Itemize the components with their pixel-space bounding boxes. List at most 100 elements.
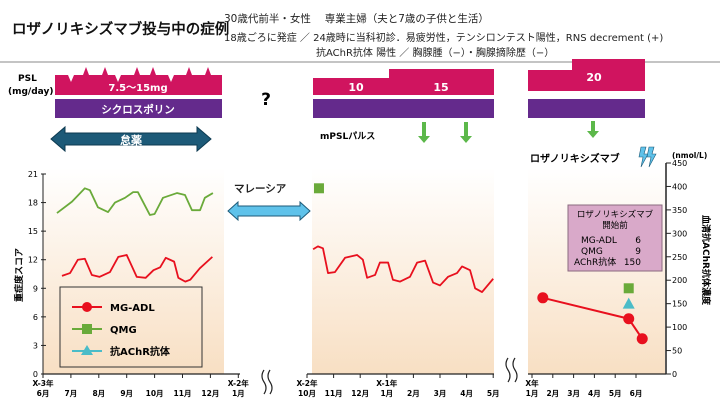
legend-square-icon <box>82 324 92 334</box>
x-tick-month: 4月 <box>588 389 601 398</box>
legend-label: 抗AChR抗体 <box>110 345 171 358</box>
x-tick-month: 2月 <box>407 389 420 398</box>
y-tick-label: 6 <box>33 313 38 322</box>
legend-label: MG-ADL <box>110 303 155 314</box>
y2-tick-label: 300 <box>672 229 687 238</box>
y2-tick-label: 350 <box>672 206 687 215</box>
legend: MG-ADL QMG 抗AChR抗体 <box>59 286 203 368</box>
x-tick-month: 10月 <box>146 389 164 398</box>
x-tick-month: 7月 <box>65 389 78 398</box>
rozanolixizumab-label: ロザノリキシズマブ <box>530 152 620 165</box>
info-value-qmg: 9 <box>635 247 641 257</box>
y2-tick-label: 150 <box>672 300 687 309</box>
psl-left-dose: 7.5〜15mg <box>108 83 167 94</box>
y-tick-label: 3 <box>33 341 38 350</box>
x-tick-month: 11月 <box>174 389 192 398</box>
nonadherence-label: 怠薬 <box>120 133 143 147</box>
x-tick-year: X年 <box>525 378 539 388</box>
page-title: ロザノリキシズマブ投与中の症例 <box>12 20 229 38</box>
cyclosporine-bar-middle <box>313 99 494 118</box>
series-line-mgadl <box>312 245 494 293</box>
x-tick-month: 9月 <box>120 389 133 398</box>
panel-middle-bg <box>312 168 494 374</box>
y-tick-label: 12 <box>28 256 38 265</box>
psl-bar-left <box>55 67 222 95</box>
y2-tick-label: 0 <box>672 370 677 379</box>
y2-tick-label: 250 <box>672 253 687 262</box>
info-box: ロザノリキシズマブ 開始前 MG-ADL 6 QMG 9 AChR抗体 150 <box>567 204 663 272</box>
series-line-mgadl <box>61 254 213 283</box>
patient-history: 18歳ごろに発症 ／ 24歳時に当科初診．易疲労性，テンシロンテスト陽性，RNS… <box>224 31 663 44</box>
legend-circle-icon <box>82 302 92 312</box>
y2-tick-label: 200 <box>672 276 687 285</box>
psl-right-dose: 20 <box>586 71 602 84</box>
psl-mid-dose-10: 10 <box>348 81 364 94</box>
qmg-point <box>623 283 634 294</box>
x-tick-month: 6月 <box>630 389 643 398</box>
cyclosporine-bar-right <box>528 99 645 118</box>
lightning-icon <box>638 146 657 168</box>
x-tick-month: 12月 <box>201 389 219 398</box>
cyclosporine-label: シクロスポリン <box>101 103 175 116</box>
down-arrow-icon <box>460 122 472 143</box>
x-tick-month: 2月 <box>546 389 559 398</box>
psl-bar-right <box>528 59 645 91</box>
axis-break-right-icon <box>505 357 518 383</box>
psl-unit: (mg/day) <box>8 87 53 97</box>
series-line-qmg <box>56 187 214 216</box>
patient-antibody-status: 抗AChR抗体 陽性 ／ 胸腺腫（−）・胸腺摘除歴（−） <box>316 46 554 59</box>
mpsl-pulse-label: mPSLパルス <box>320 130 375 142</box>
x-tick-month: 3月 <box>434 389 447 398</box>
cyclosporine-bar-left <box>55 99 222 118</box>
y2-tick-label: 400 <box>672 182 687 191</box>
x-tick-month: 5月 <box>487 389 500 398</box>
mgadl-point <box>537 292 549 304</box>
malaysia-label: マレーシア <box>234 183 287 195</box>
qmg-point <box>313 183 324 194</box>
info-value-achr: 150 <box>624 258 641 268</box>
info-title-1: ロザノリキシズマブ <box>577 209 654 220</box>
psl-mid-dose-15: 15 <box>433 81 448 94</box>
x-tick-month: 6月 <box>37 389 50 398</box>
x-tick-month: 5月 <box>609 389 622 398</box>
x-tick-month: 4月 <box>460 389 473 398</box>
y-tick-label: 0 <box>33 370 38 379</box>
nonadherence-double-arrow <box>50 125 212 153</box>
axis-break-left-icon <box>261 369 273 395</box>
malaysia-double-arrow <box>227 200 311 222</box>
y2-tick-label: 450 <box>672 159 687 168</box>
achr-point <box>622 297 635 309</box>
y2-tick-label: 100 <box>672 323 687 332</box>
x-tick-month: 1月 <box>232 389 245 398</box>
psl-label: PSL <box>18 74 37 84</box>
unknown-period-mark: ? <box>261 90 271 110</box>
x-tick-year: X-3年 <box>32 378 54 388</box>
y-axis-label: 重症度スコア <box>13 248 25 302</box>
info-label-achr: AChR抗体 <box>574 256 616 268</box>
info-label-mgadl: MG-ADL <box>581 236 617 246</box>
down-arrow-icon <box>587 121 599 138</box>
y2-axis-unit: (nmol/L) <box>672 151 707 160</box>
x-tick-month: 1月 <box>526 389 539 398</box>
y-tick-label: 18 <box>28 199 38 208</box>
y2-axis-label: 血清抗AChR抗体濃度 <box>700 215 712 306</box>
y-tick-label: 21 <box>28 170 38 179</box>
x-tick-year: X-2年 <box>296 378 318 388</box>
info-title-2: 開始前 <box>602 220 628 231</box>
x-tick-month: 10月 <box>298 389 316 398</box>
y-tick-label: 15 <box>28 227 38 236</box>
x-tick-month: 12月 <box>351 389 369 398</box>
mgadl-point <box>636 333 648 345</box>
x-tick-year: X-2年 <box>228 378 250 388</box>
x-tick-month: 3月 <box>567 389 580 398</box>
y-tick-label: 9 <box>33 284 38 293</box>
patient-profile: 30歳代前半・女性 専業主婦（夫と7歳の子供と生活） <box>224 12 489 25</box>
legend-triangle-icon <box>81 345 93 355</box>
x-tick-month: 1月 <box>380 389 393 398</box>
legend-label: QMG <box>110 325 137 336</box>
y2-tick-label: 50 <box>672 347 682 356</box>
info-value-mgadl: 6 <box>635 236 641 246</box>
info-label-qmg: QMG <box>581 247 603 257</box>
x-tick-month: 11月 <box>325 389 343 398</box>
